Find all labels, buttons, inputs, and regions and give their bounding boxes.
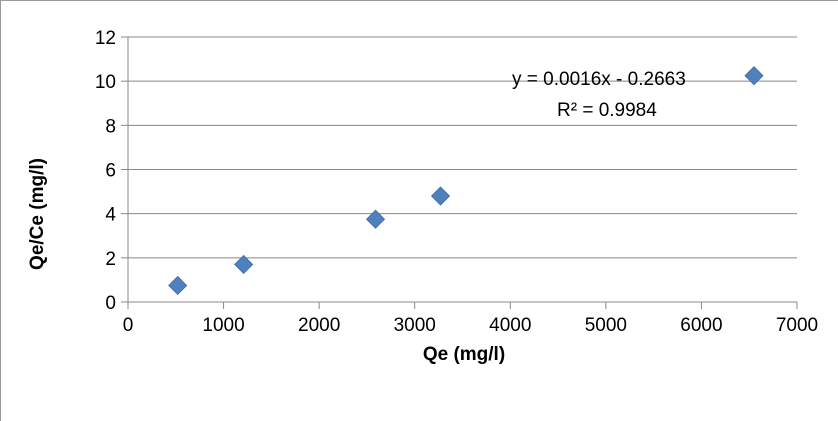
x-tick-labels: 0 1000 2000 3000 4000 5000 6000 7000	[123, 315, 818, 336]
y-tick-label-6: 6	[105, 161, 116, 182]
x-tick-label-6000: 6000	[680, 315, 722, 336]
y-tick-label-8: 8	[105, 116, 116, 137]
x-tick-label-4000: 4000	[489, 315, 531, 336]
x-axis-title: Qe (mg/l)	[423, 344, 505, 365]
x-tick-label-3000: 3000	[394, 315, 436, 336]
x-tick-label-7000: 7000	[776, 315, 818, 336]
x-tick-label-0: 0	[123, 315, 134, 336]
axes	[121, 37, 797, 309]
data-point-5	[745, 67, 763, 85]
trendline-equation: y = 0.0016x - 0.2663	[512, 69, 686, 90]
x-tick-label-2000: 2000	[298, 315, 340, 336]
gridlines	[128, 37, 797, 258]
data-point-1	[169, 276, 187, 294]
y-tick-label-4: 4	[105, 205, 116, 226]
data-point-4	[432, 187, 450, 205]
y-axis-title: Qe/Ce (mg/l)	[27, 158, 48, 270]
y-tick-label-0: 0	[105, 293, 116, 314]
data-points	[169, 67, 763, 295]
trendline-r-squared: R² = 0.9984	[557, 100, 657, 121]
data-point-3	[367, 210, 385, 228]
y-tick-label-2: 2	[105, 249, 116, 270]
y-tick-label-12: 12	[95, 28, 116, 49]
x-tick-label-1000: 1000	[202, 315, 244, 336]
x-tick-label-5000: 5000	[585, 315, 627, 336]
y-tick-label-10: 10	[95, 72, 116, 93]
y-tick-labels: 0 2 4 6 8 10 12	[95, 28, 117, 314]
